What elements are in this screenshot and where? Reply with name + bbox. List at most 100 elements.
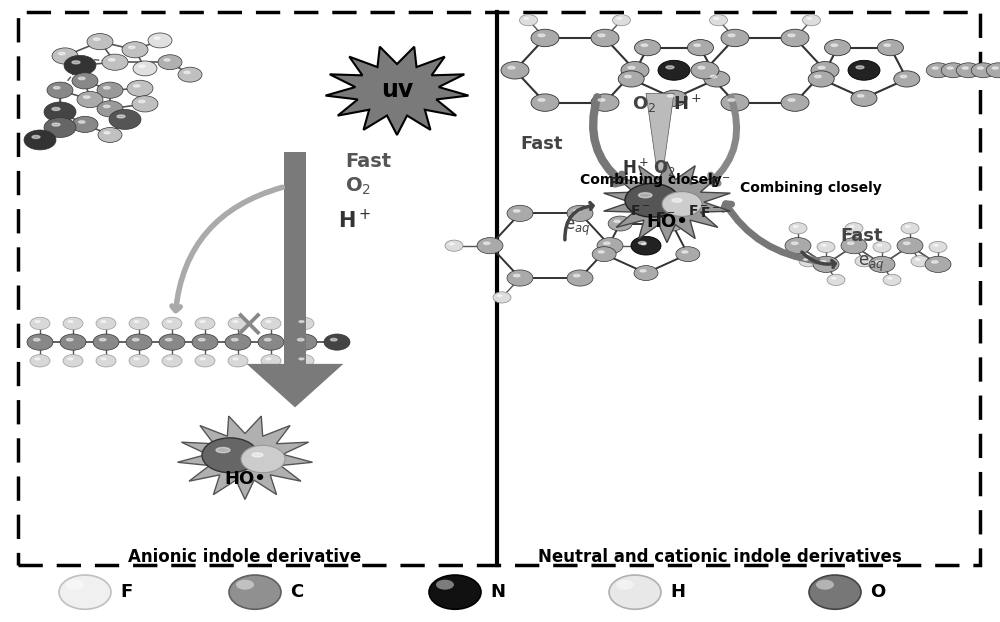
Ellipse shape (34, 338, 40, 341)
Ellipse shape (299, 358, 304, 360)
Ellipse shape (498, 295, 502, 297)
Ellipse shape (104, 86, 110, 89)
Ellipse shape (35, 321, 40, 322)
Circle shape (789, 223, 807, 234)
Ellipse shape (804, 259, 808, 261)
Circle shape (845, 223, 863, 234)
Ellipse shape (932, 67, 938, 69)
Circle shape (507, 270, 533, 286)
Circle shape (93, 334, 119, 350)
Circle shape (597, 238, 623, 254)
Circle shape (228, 355, 248, 367)
Circle shape (827, 274, 845, 285)
Circle shape (926, 63, 950, 78)
Ellipse shape (932, 261, 938, 263)
Ellipse shape (788, 99, 795, 101)
Ellipse shape (236, 580, 254, 590)
Ellipse shape (104, 105, 110, 108)
Circle shape (803, 14, 821, 26)
Ellipse shape (198, 338, 205, 341)
Circle shape (64, 55, 96, 75)
Text: e$_{aq}$: e$_{aq}$ (564, 218, 590, 238)
Circle shape (30, 355, 50, 367)
Text: O$_2$: O$_2$ (632, 95, 656, 114)
Circle shape (901, 223, 919, 234)
Ellipse shape (266, 358, 271, 360)
Circle shape (869, 256, 895, 272)
Ellipse shape (904, 242, 910, 244)
Circle shape (501, 62, 529, 79)
Circle shape (855, 256, 873, 267)
Ellipse shape (714, 17, 718, 19)
Circle shape (971, 63, 995, 78)
Ellipse shape (617, 17, 622, 19)
Circle shape (781, 94, 809, 111)
Text: Anionic indole derivative: Anionic indole derivative (128, 548, 362, 565)
Circle shape (98, 128, 122, 142)
Ellipse shape (616, 580, 634, 590)
Circle shape (618, 71, 644, 87)
Ellipse shape (807, 17, 812, 19)
Ellipse shape (710, 75, 717, 78)
Ellipse shape (252, 453, 263, 457)
Ellipse shape (815, 75, 821, 78)
Ellipse shape (792, 242, 798, 244)
Ellipse shape (59, 575, 111, 610)
Circle shape (883, 274, 901, 285)
Circle shape (531, 29, 559, 47)
Circle shape (591, 94, 619, 111)
Ellipse shape (947, 67, 953, 69)
Ellipse shape (66, 580, 84, 590)
Circle shape (202, 438, 258, 473)
Circle shape (635, 40, 661, 56)
Polygon shape (646, 93, 674, 171)
Circle shape (929, 241, 947, 253)
Text: H: H (670, 583, 685, 601)
Ellipse shape (514, 210, 520, 212)
Ellipse shape (831, 44, 838, 47)
Ellipse shape (299, 321, 304, 322)
Circle shape (848, 60, 880, 80)
Ellipse shape (598, 99, 605, 101)
Ellipse shape (132, 338, 139, 341)
Ellipse shape (66, 338, 73, 341)
Ellipse shape (94, 38, 100, 40)
Circle shape (520, 14, 538, 26)
Circle shape (129, 317, 149, 330)
Ellipse shape (538, 34, 545, 37)
Ellipse shape (848, 242, 854, 244)
Text: F$^-$: F$^-$ (655, 211, 675, 225)
Ellipse shape (728, 34, 735, 37)
Circle shape (637, 240, 655, 251)
Ellipse shape (641, 44, 648, 47)
Polygon shape (247, 152, 343, 407)
Circle shape (877, 40, 903, 56)
Circle shape (109, 109, 141, 129)
Text: ✕: ✕ (232, 307, 264, 346)
Ellipse shape (167, 358, 172, 360)
Ellipse shape (101, 358, 106, 360)
Ellipse shape (101, 321, 106, 322)
Ellipse shape (832, 277, 836, 279)
Circle shape (148, 33, 172, 48)
Ellipse shape (134, 358, 139, 360)
Circle shape (811, 62, 839, 79)
Circle shape (291, 334, 317, 350)
Ellipse shape (672, 198, 682, 202)
Text: Fast: Fast (520, 136, 562, 153)
Circle shape (808, 71, 834, 87)
Text: O$_2$: O$_2$ (345, 176, 371, 197)
Ellipse shape (728, 99, 735, 101)
Ellipse shape (32, 136, 40, 139)
Text: H$^+$: H$^+$ (338, 209, 371, 233)
Circle shape (27, 334, 53, 350)
Circle shape (158, 55, 182, 70)
Ellipse shape (876, 261, 882, 263)
Text: HO•: HO• (224, 470, 266, 488)
Circle shape (97, 101, 123, 117)
Text: H$^+$: H$^+$ (673, 95, 702, 114)
Text: Combining closely: Combining closely (740, 181, 882, 195)
Circle shape (911, 256, 929, 267)
Ellipse shape (78, 77, 85, 80)
Ellipse shape (298, 338, 304, 341)
